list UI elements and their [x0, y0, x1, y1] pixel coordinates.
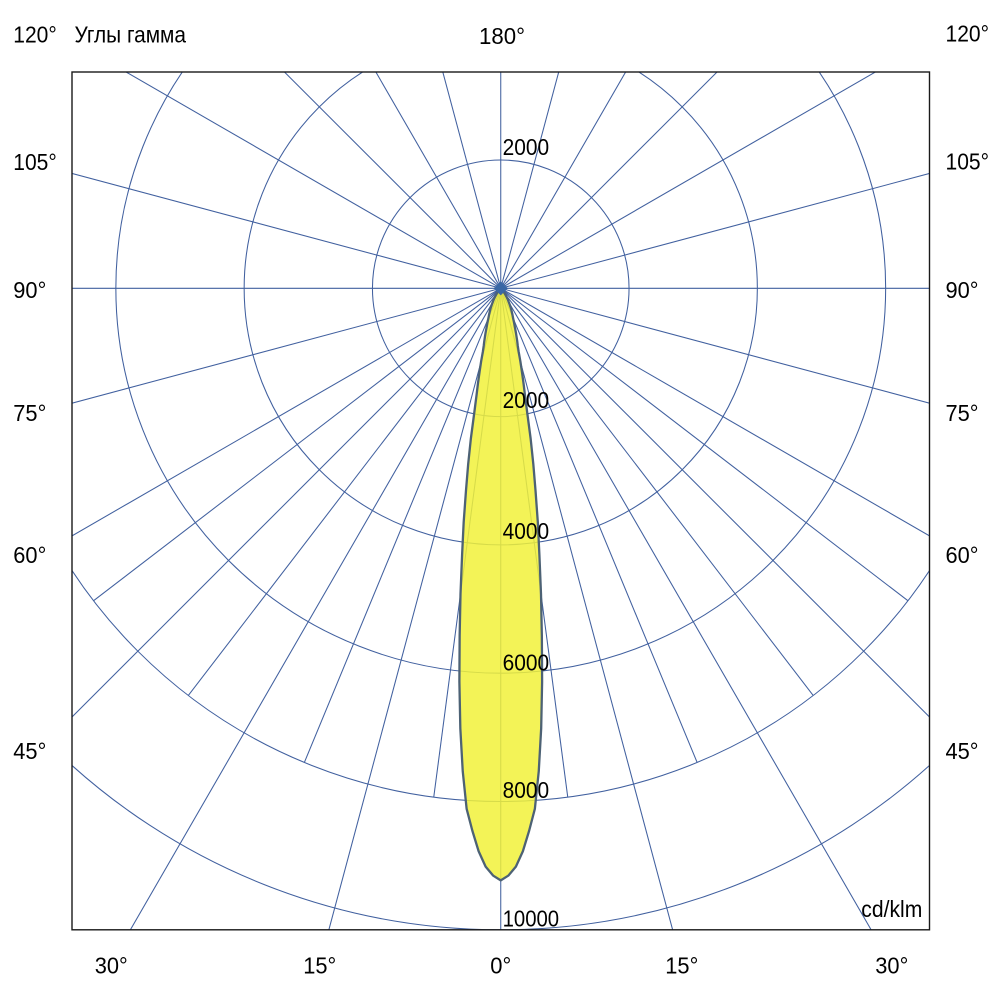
- svg-text:30°: 30°: [95, 952, 128, 978]
- svg-text:75°: 75°: [946, 400, 979, 426]
- svg-text:120°: 120°: [946, 21, 990, 47]
- svg-text:2000: 2000: [503, 134, 549, 160]
- svg-text:60°: 60°: [13, 542, 46, 568]
- svg-text:45°: 45°: [946, 738, 979, 764]
- svg-text:10000: 10000: [503, 905, 559, 931]
- svg-text:15°: 15°: [303, 952, 336, 978]
- svg-text:2000: 2000: [503, 387, 549, 413]
- svg-text:4000: 4000: [503, 518, 549, 544]
- svg-text:105°: 105°: [13, 149, 57, 175]
- svg-text:30°: 30°: [875, 952, 908, 978]
- svg-text:90°: 90°: [13, 277, 46, 303]
- svg-text:120°: 120°: [13, 22, 57, 48]
- svg-text:60°: 60°: [946, 542, 979, 568]
- svg-text:180°: 180°: [479, 23, 525, 49]
- svg-text:6000: 6000: [503, 650, 549, 676]
- svg-text:0°: 0°: [490, 952, 511, 978]
- svg-text:105°: 105°: [946, 149, 990, 175]
- svg-text:15°: 15°: [665, 952, 698, 978]
- svg-text:75°: 75°: [13, 400, 46, 426]
- svg-text:45°: 45°: [13, 738, 46, 764]
- svg-text:cd/klm: cd/klm: [861, 896, 922, 922]
- svg-text:Углы гамма: Углы гамма: [75, 22, 187, 48]
- svg-text:8000: 8000: [503, 777, 549, 803]
- svg-text:90°: 90°: [946, 277, 979, 303]
